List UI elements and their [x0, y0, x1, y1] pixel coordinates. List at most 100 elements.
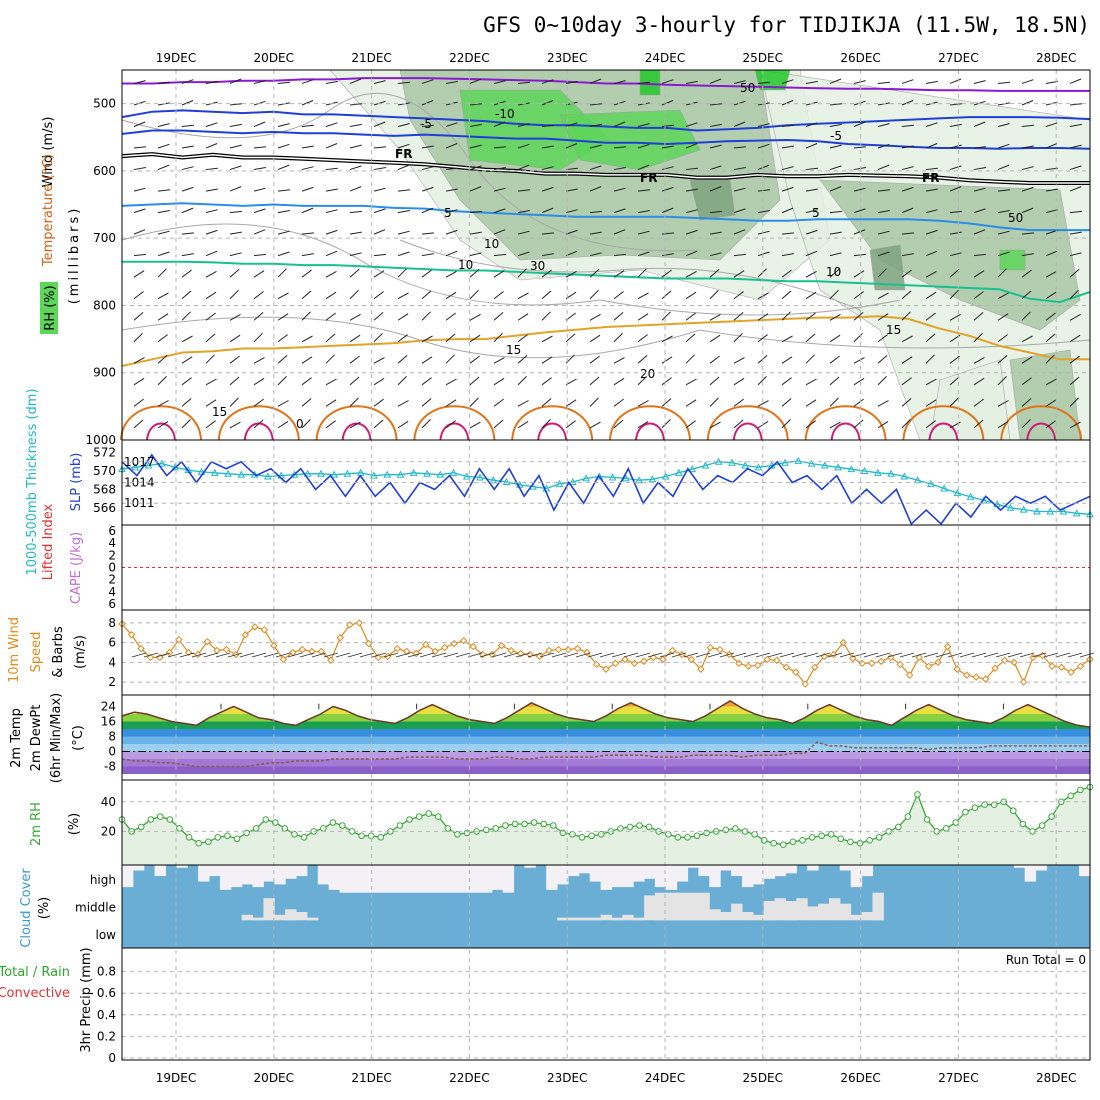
rh2m-point: [300, 834, 308, 841]
wind-barb: [901, 335, 913, 343]
wind-barb: [925, 312, 936, 321]
cloud-cover-label: Cloud Cover: [19, 868, 34, 948]
cloud-high-gap: [274, 865, 286, 885]
rh2m-point: [157, 813, 164, 820]
thickness-point: [1019, 505, 1028, 513]
wind-barb: [877, 334, 888, 343]
surface-wind-barb: [287, 652, 303, 658]
wind-barb: [445, 312, 456, 321]
thickness-point: [847, 465, 856, 473]
rh2m-point: [674, 834, 682, 841]
wind-speed-point: [431, 647, 439, 656]
wind-barb: [277, 230, 290, 235]
surface-wind-barb: [467, 652, 483, 658]
wind-barb: [205, 209, 218, 214]
thickness-point: [423, 469, 431, 477]
wind-barb: [853, 253, 866, 257]
wind-barb: [469, 355, 480, 364]
wind-barb: [997, 376, 1007, 386]
wind-barb: [829, 103, 842, 106]
wind-barb: [229, 421, 241, 429]
cloud-high-gap: [654, 865, 667, 888]
wind-barb: [133, 229, 146, 235]
wind-barb: [709, 313, 721, 321]
lifted-index-label: Lifted Index: [41, 503, 56, 580]
cloud-high-gap: [589, 865, 602, 882]
surface-wind-barb: [995, 652, 1011, 658]
wind-speed-point: [924, 662, 933, 671]
surface-wind-barb: [239, 652, 255, 658]
wind-speed-line: [121, 622, 1091, 686]
wind-barb: [565, 333, 576, 343]
cloud-high-gap: [1079, 865, 1091, 877]
wind-barb: [229, 252, 242, 257]
date-label-top: 21DEC: [351, 51, 391, 65]
cloud-high-gap: [328, 865, 341, 890]
slp-label: SLP (mb): [69, 453, 84, 512]
wind-barb: [949, 355, 960, 364]
contour-label: 10: [458, 258, 473, 272]
rh2m-point: [214, 834, 222, 841]
wind-barb: [349, 231, 362, 235]
surface-wind-barb: [419, 652, 435, 658]
wind-barb: [877, 376, 887, 386]
wind-barb: [829, 397, 839, 407]
wind-barb: [637, 400, 649, 407]
rh2m-point: [895, 823, 902, 831]
rh2m-point: [262, 816, 270, 823]
wind-barb: [1045, 188, 1058, 192]
wind-speed-point: [535, 652, 544, 661]
temp-band-7: [122, 714, 1090, 722]
wind-barb: [493, 332, 503, 343]
thickness-point: [608, 473, 617, 481]
wind-barb: [613, 167, 626, 171]
wind-barb: [781, 100, 794, 106]
pressure-tick-label: 500: [93, 97, 116, 111]
surface-wind-barb: [959, 652, 975, 658]
wind-barb: [565, 250, 578, 257]
wind-tick-label: 8: [108, 616, 116, 630]
cloud-mid-gap: [829, 898, 841, 921]
rh2m-point: [435, 813, 442, 820]
wind-barb: [181, 269, 192, 278]
wind-barb: [589, 78, 602, 84]
cloud-mid-gap: [785, 901, 797, 921]
wind-barb: [445, 167, 458, 171]
surface-wind-barb: [863, 652, 879, 658]
surface-wind-barb: [875, 652, 891, 658]
rh2m-point: [329, 819, 337, 826]
surface-wind-barb: [407, 652, 423, 658]
wind-barb: [637, 123, 650, 127]
wind-barb: [949, 268, 960, 278]
wind-barb: [901, 100, 914, 106]
surface-wind-barb: [167, 652, 183, 658]
surface-wind-barb: [527, 652, 543, 658]
cloud-high-gap: [850, 865, 863, 888]
rh2m-tick-label: 20: [101, 824, 116, 838]
wind-speed-point: [782, 663, 791, 671]
wind-barb: [973, 312, 984, 321]
cloud-mid-gap: [654, 892, 667, 921]
wind-barb: [757, 164, 770, 171]
surface-wind-barb: [491, 652, 507, 658]
wind-barb: [541, 335, 553, 343]
wind-barb: [565, 270, 577, 278]
wind-barb: [973, 357, 985, 364]
wind-barb: [901, 232, 914, 235]
cloud-mid-gap: [850, 914, 863, 921]
wind-barb: [709, 144, 722, 149]
wind-barb: [349, 210, 362, 214]
wind-barb: [349, 165, 362, 171]
wind-barb: [133, 80, 146, 84]
wind-barb: [709, 421, 721, 429]
thickness-point: [635, 476, 643, 484]
precip-label: 3hr Precip (mm): [79, 947, 94, 1052]
wind-barb: [133, 167, 146, 171]
cape-tick-label: 0: [108, 561, 116, 575]
wind-barb: [301, 79, 314, 84]
surface-wind-barb: [515, 652, 531, 658]
wind-barb: [181, 186, 194, 192]
thickness-point: [462, 472, 471, 480]
wind-barb: [133, 357, 145, 364]
thickness-point: [555, 479, 564, 487]
